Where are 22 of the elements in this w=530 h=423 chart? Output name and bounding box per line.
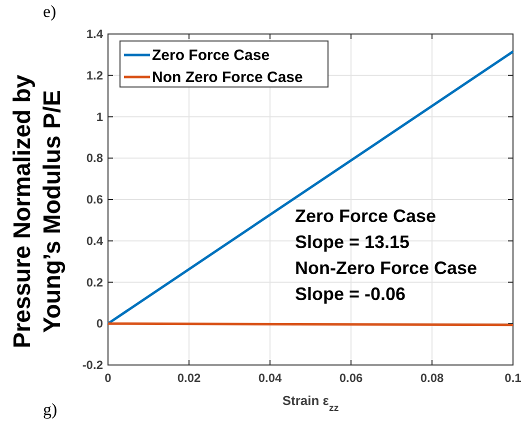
legend-label: Non Zero Force Case (152, 69, 303, 86)
y-tick-label: -0.2 (82, 358, 104, 372)
y-tick-label: 0.8 (86, 151, 104, 166)
text: e) (43, 2, 56, 21)
text: g) (43, 400, 58, 419)
y-axis-title: Pressure Normalized by Young’s Modulus P/E (9, 74, 66, 348)
x-axis-title: Strain ε$_{zz}$ (282, 393, 339, 414)
legend-label: Zero Force Case (152, 47, 270, 64)
y-tick-label: 1.4 (86, 27, 104, 41)
annotation: Zero Force Case Slope = 13.15 Non-Zero Force Case Slope = -0.06 (295, 206, 478, 304)
y-tick-label: 1 (96, 110, 104, 124)
x-tick-label: 0.04 (258, 371, 282, 385)
x-tick-label: 0.1 (504, 371, 522, 385)
y-tick-label: 0.4 (86, 234, 104, 248)
x-tick-label: 0.08 (420, 371, 444, 385)
x-tick-label: 0.02 (177, 371, 201, 385)
x-tick-label: 0.06 (339, 371, 363, 385)
x-tick-label: 0 (104, 371, 112, 385)
y-tick-label: 1.2 (86, 68, 104, 82)
y-tick-label: 0.6 (86, 192, 104, 206)
y-tick-label: 0 (96, 316, 104, 331)
y-tick-label: 0.2 (86, 275, 104, 290)
